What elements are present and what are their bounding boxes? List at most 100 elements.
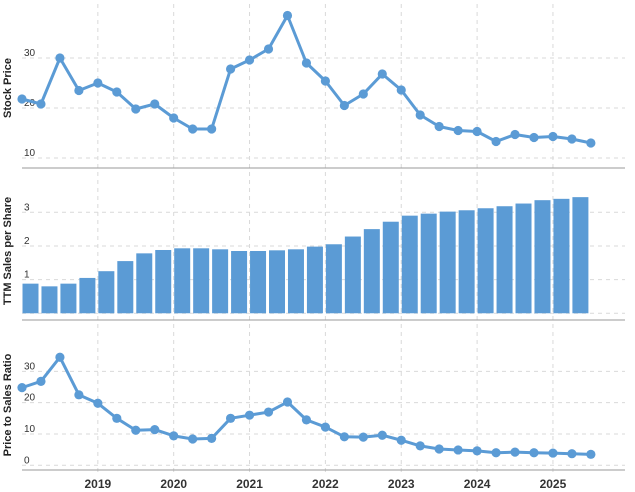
data-point	[301, 415, 312, 425]
bar	[458, 210, 475, 314]
data-point	[491, 136, 501, 147]
bar	[98, 271, 115, 314]
data-point	[169, 431, 179, 441]
data-point	[567, 134, 577, 144]
bar	[60, 283, 77, 314]
x-tick-label: 2022	[312, 477, 339, 491]
bar	[212, 249, 229, 314]
data-point	[377, 430, 387, 440]
bar	[79, 277, 96, 314]
data-point	[131, 425, 141, 435]
data-point	[188, 124, 198, 134]
bar	[250, 251, 267, 314]
bar	[553, 198, 570, 314]
bar	[496, 206, 513, 314]
data-point	[453, 125, 463, 136]
data-point	[548, 448, 558, 458]
bar	[306, 246, 323, 314]
bar	[363, 229, 380, 314]
bar	[41, 286, 58, 314]
y-tick-label: 30	[24, 48, 36, 59]
x-tick-label: 2023	[388, 477, 415, 491]
data-point	[415, 110, 425, 120]
data-point	[225, 64, 236, 74]
data-point	[207, 433, 217, 443]
bar	[231, 251, 248, 314]
bar	[572, 197, 589, 314]
data-point	[36, 376, 46, 386]
bar	[477, 208, 494, 314]
data-point	[17, 94, 27, 104]
data-point	[282, 397, 293, 407]
y-axis-label: TTM Sales per Share	[2, 197, 14, 305]
bar	[117, 261, 134, 314]
bar	[269, 250, 286, 314]
data-point	[74, 390, 84, 400]
data-point	[93, 398, 103, 408]
data-point	[510, 447, 520, 457]
data-point	[17, 383, 27, 393]
data-point	[415, 441, 425, 451]
y-axis-label: Stock Price	[2, 58, 14, 118]
x-tick-label: 2025	[540, 477, 567, 491]
y-tick-label: 30	[24, 361, 36, 372]
bar	[344, 236, 361, 314]
data-point	[453, 445, 463, 455]
y-tick-label: 2	[24, 236, 30, 247]
data-point	[112, 413, 122, 423]
data-point	[150, 424, 160, 435]
data-point	[131, 104, 141, 114]
bar	[420, 213, 437, 314]
bar	[515, 203, 532, 314]
data-point	[244, 410, 255, 420]
x-tick-label: 2024	[464, 477, 491, 491]
data-point	[377, 69, 387, 79]
data-point	[567, 449, 577, 459]
y-tick-label: 1	[24, 270, 30, 281]
data-point	[491, 448, 501, 458]
data-point	[586, 138, 596, 148]
data-point	[244, 55, 255, 65]
y-tick-label: 20	[24, 393, 36, 404]
data-point	[36, 99, 46, 109]
y-axis-label: Price to Sales Ratio	[2, 353, 14, 456]
x-tick-label: 2019	[84, 477, 111, 491]
x-tick-label: 2020	[160, 477, 187, 491]
data-point	[510, 129, 520, 140]
data-point	[55, 53, 65, 63]
data-point	[396, 85, 406, 95]
data-point	[529, 132, 539, 143]
bar	[287, 249, 304, 314]
y-tick-label: 10	[24, 148, 36, 159]
bar	[382, 221, 399, 314]
data-point	[339, 432, 349, 442]
data-point	[529, 448, 539, 458]
y-tick-label: 3	[24, 202, 30, 213]
bar	[136, 253, 153, 314]
x-tick-label: 2021	[236, 477, 263, 491]
data-point	[55, 352, 65, 362]
data-point	[150, 99, 160, 109]
data-point	[282, 10, 293, 21]
y-tick-label: 10	[24, 424, 36, 435]
data-point	[188, 434, 198, 444]
data-point	[263, 44, 274, 54]
bar	[439, 211, 456, 314]
data-point	[472, 446, 482, 456]
bar	[534, 200, 551, 314]
data-point	[320, 422, 330, 432]
bar	[193, 248, 210, 314]
y-tick-label: 20	[24, 98, 36, 109]
data-point	[396, 435, 406, 445]
data-point	[548, 131, 558, 142]
data-point	[434, 444, 444, 454]
series-line	[21, 14, 592, 145]
data-point	[74, 85, 84, 96]
data-point	[93, 78, 103, 88]
data-point	[112, 87, 122, 97]
bar	[401, 215, 418, 314]
data-point	[472, 126, 482, 137]
data-point	[434, 121, 444, 132]
data-point	[225, 413, 236, 423]
